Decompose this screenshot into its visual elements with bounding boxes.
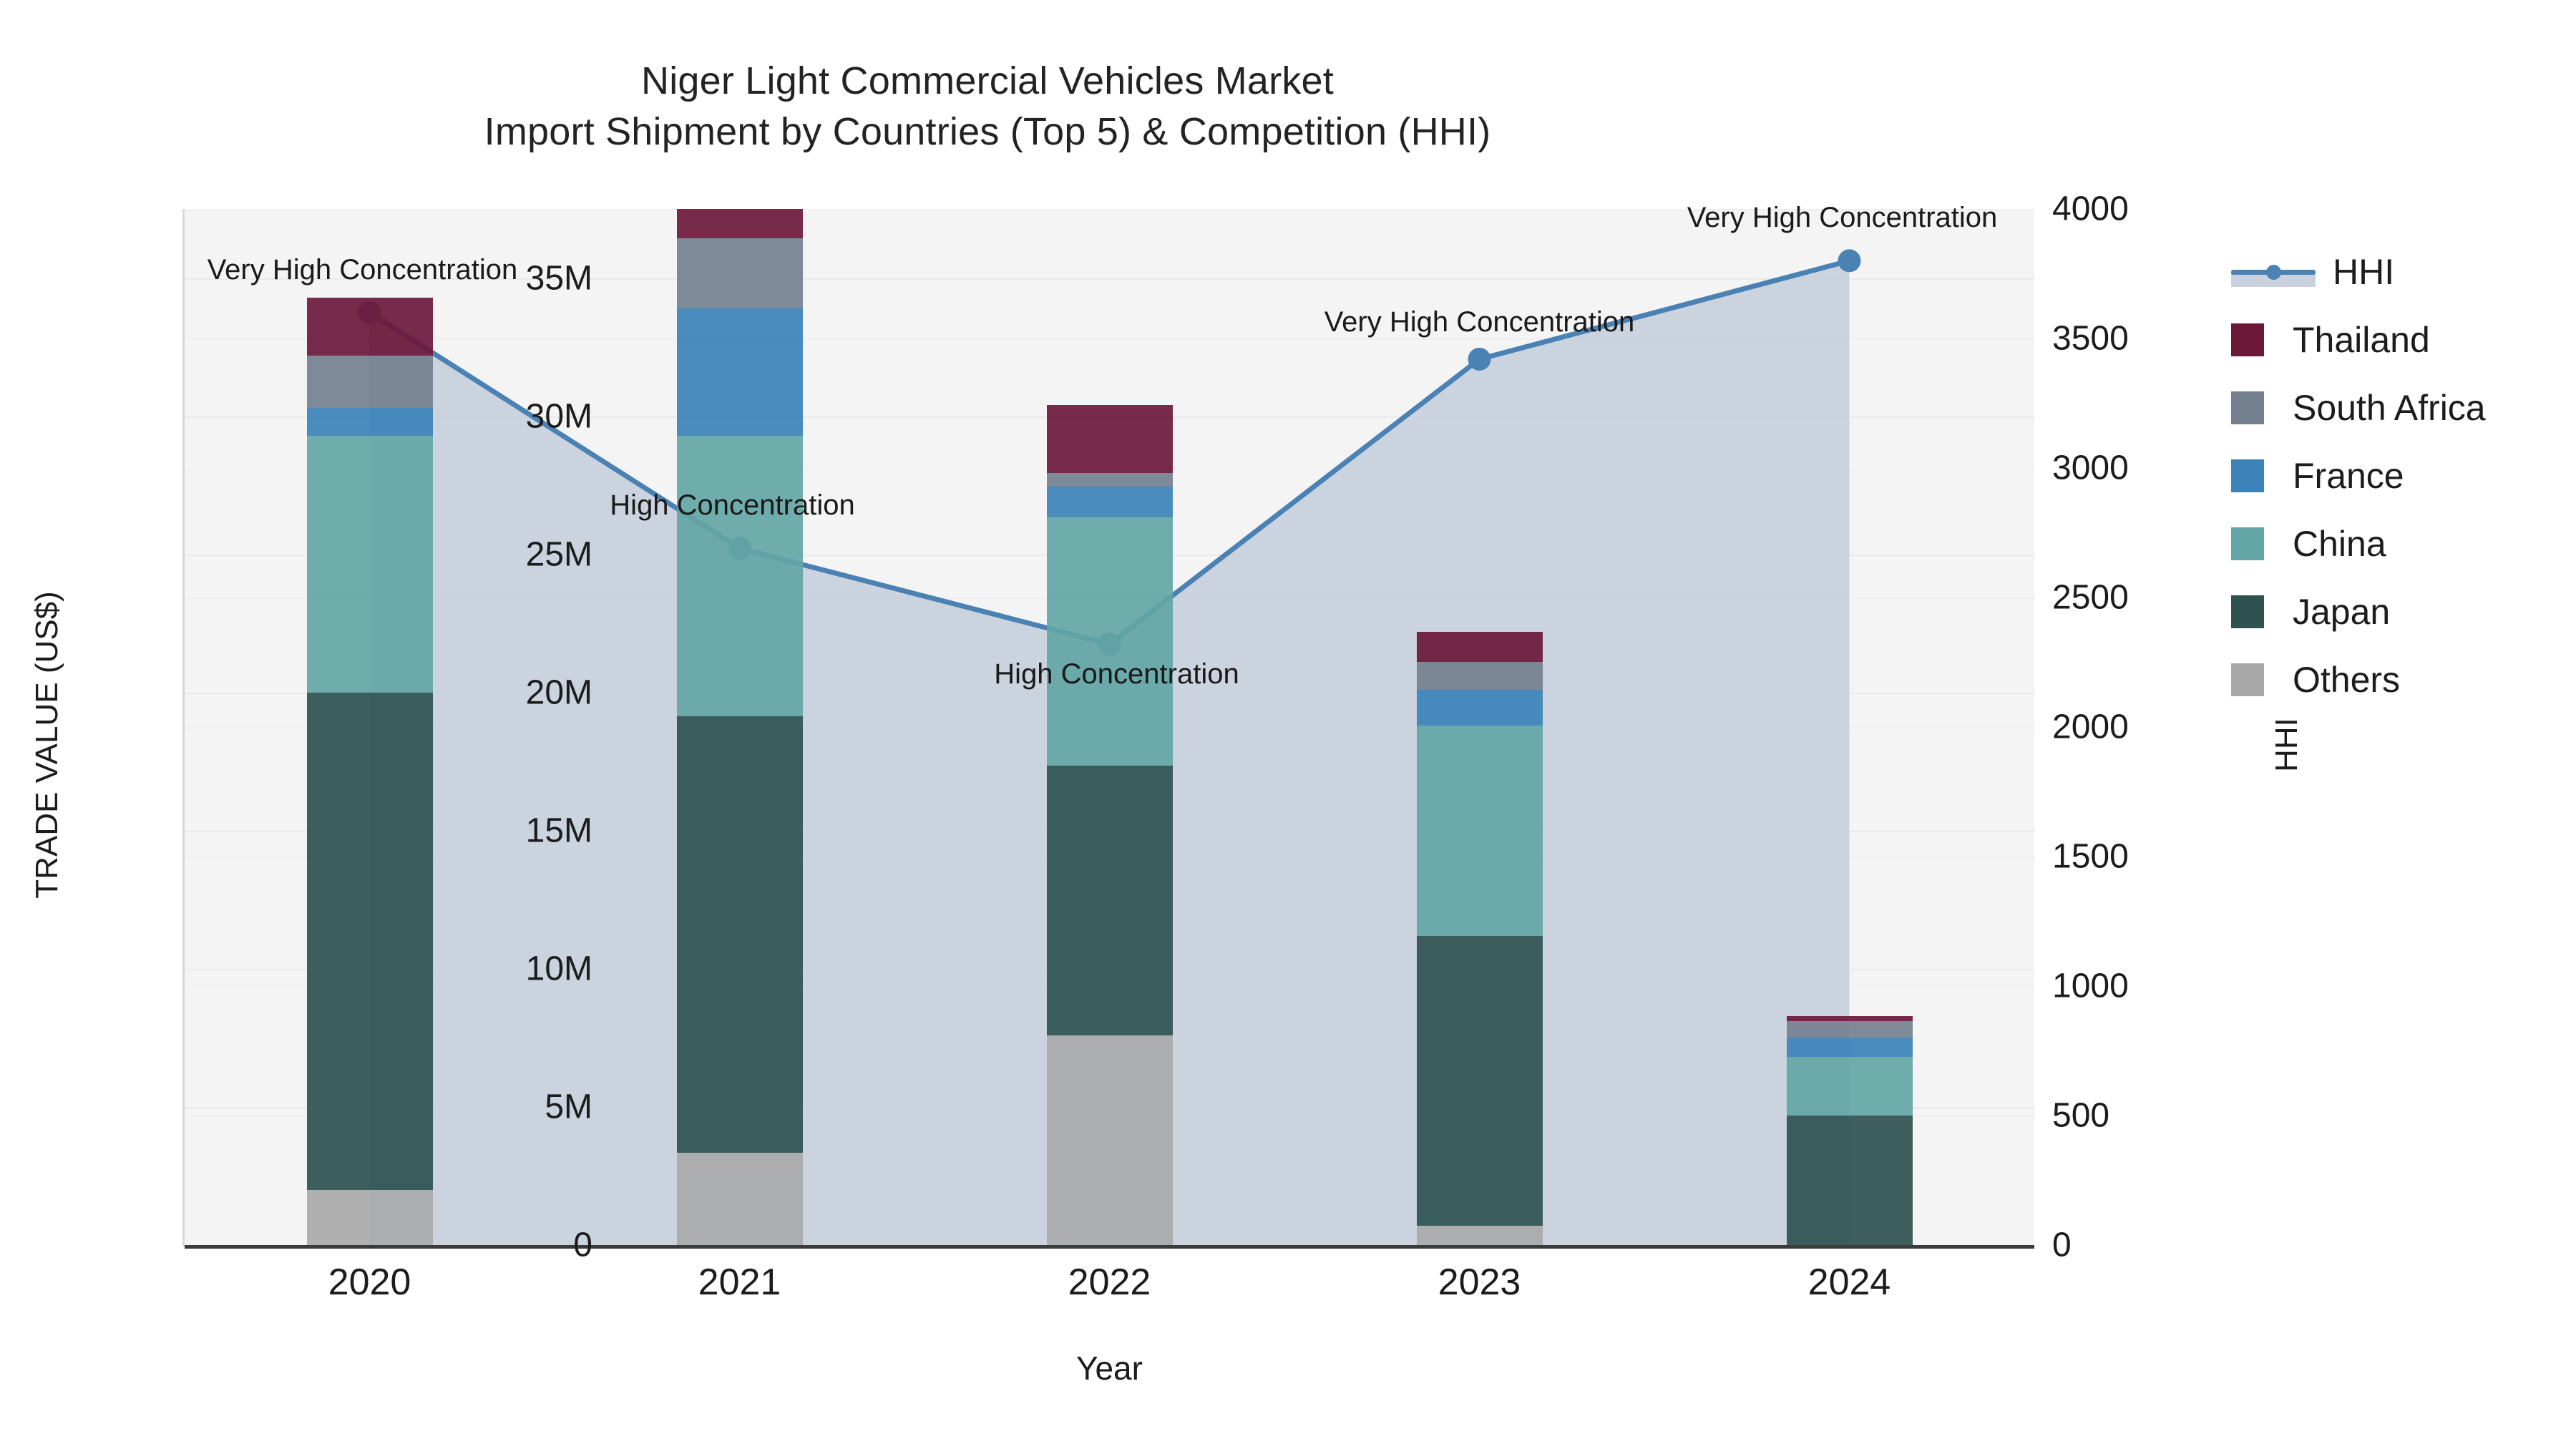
bar-segment-japan[interactable]	[306, 692, 433, 1190]
bar-segment-thailand[interactable]	[1046, 405, 1173, 473]
y-axis-right-tick: 1500	[2052, 837, 2129, 876]
legend-label: HHI	[2333, 251, 2395, 292]
legend-label: South Africa	[2293, 387, 2486, 428]
hhi-annotation: High Concentration	[994, 658, 1239, 691]
bar-segment-france[interactable]	[1046, 487, 1173, 517]
legend-line-key-icon	[2231, 255, 2316, 288]
bar-segment-japan[interactable]	[676, 716, 803, 1153]
hhi-annotation: Very High Concentration	[207, 253, 518, 286]
hhi-annotation: Very High Concentration	[1687, 202, 1998, 234]
bar-segment-south-africa[interactable]	[1046, 472, 1173, 487]
chart-title-line-2: Import Shipment by Countries (Top 5) & C…	[484, 110, 1491, 154]
legend-label: China	[2293, 523, 2386, 564]
legend-swatch-icon	[2231, 391, 2264, 424]
legend-item-france[interactable]: France	[2231, 441, 2486, 509]
gridline-secondary	[185, 209, 2034, 210]
bar-segment-france[interactable]	[306, 408, 433, 436]
legend-label: Others	[2293, 659, 2401, 700]
hhi-marker[interactable]	[1468, 347, 1491, 371]
hhi-annotation: High Concentration	[610, 489, 855, 522]
bar-segment-thailand[interactable]	[676, 209, 803, 238]
y-axis-right-tick: 3000	[2052, 449, 2129, 487]
legend-item-china[interactable]: China	[2231, 509, 2486, 577]
bar-segment-france[interactable]	[1786, 1038, 1913, 1058]
bar-segment-south-africa[interactable]	[1416, 662, 1543, 690]
x-axis-spine	[185, 1245, 2034, 1249]
y-axis-right-tick: 4000	[2052, 190, 2129, 228]
legend-item-hhi[interactable]: HHI	[2231, 238, 2486, 306]
bar-segment-thailand[interactable]	[1786, 1015, 1913, 1022]
bar-segment-china[interactable]	[1786, 1057, 1913, 1116]
bar-segment-south-africa[interactable]	[1786, 1021, 1913, 1038]
legend-swatch-icon	[2231, 459, 2264, 492]
y-axis-left-tick: 10M	[525, 950, 592, 988]
y-axis-right-tick: 3500	[2052, 319, 2129, 358]
bar-segment-thailand[interactable]	[306, 297, 433, 356]
y-axis-left-tick: 5M	[545, 1088, 592, 1126]
plot-inner	[185, 209, 2034, 1245]
legend-swatch-icon	[2231, 663, 2264, 696]
legend-swatch-icon	[2231, 527, 2264, 560]
bar-segment-china[interactable]	[676, 435, 803, 716]
bar-segment-others[interactable]	[1416, 1225, 1543, 1245]
bar-segment-south-africa[interactable]	[306, 355, 433, 409]
bar-segment-japan[interactable]	[1786, 1115, 1913, 1245]
bar-segment-japan[interactable]	[1416, 935, 1543, 1226]
y-axis-left-tick: 35M	[525, 259, 592, 298]
gridline	[185, 278, 2034, 280]
gridline-secondary	[185, 338, 2034, 340]
x-axis-tick: 2023	[1438, 1262, 1521, 1303]
x-axis-label: Year	[1076, 1350, 1143, 1387]
hhi-marker[interactable]	[1838, 249, 1861, 273]
x-axis-tick: 2020	[328, 1262, 411, 1303]
legend-item-japan[interactable]: Japan	[2231, 577, 2486, 645]
legend-item-others[interactable]: Others	[2231, 645, 2486, 713]
bar-segment-south-africa[interactable]	[676, 238, 803, 309]
bar-segment-china[interactable]	[1046, 517, 1173, 766]
bar-segment-china[interactable]	[1416, 726, 1543, 936]
bar-segment-japan[interactable]	[1046, 766, 1173, 1035]
y-axis-left-spine	[182, 209, 185, 1246]
legend-swatch-icon	[2231, 323, 2264, 356]
bar-segment-others[interactable]	[306, 1189, 433, 1245]
y-axis-right-tick: 500	[2052, 1096, 2110, 1135]
y-axis-left-tick: 15M	[525, 811, 592, 850]
legend: HHI Thailand South Africa France China Japan O…	[2231, 238, 2486, 713]
y-axis-left-tick: 25M	[525, 535, 592, 574]
plot-area	[185, 209, 2034, 1245]
y-axis-right-tick: 1000	[2052, 967, 2129, 1005]
y-axis-right-tick: 2000	[2052, 708, 2129, 746]
x-axis-tick: 2024	[1807, 1262, 1891, 1303]
bar-segment-others[interactable]	[1046, 1035, 1173, 1245]
y-axis-left-label: TRADE VALUE (US$)	[29, 591, 64, 899]
bar-segment-others[interactable]	[676, 1152, 803, 1245]
bar-segment-china[interactable]	[306, 435, 433, 693]
y-axis-left-tick: 30M	[525, 397, 592, 436]
x-axis-tick: 2021	[698, 1262, 781, 1303]
legend-label: Thailand	[2293, 319, 2430, 360]
y-axis-left-tick: 20M	[525, 673, 592, 712]
legend-item-south-africa[interactable]: South Africa	[2231, 374, 2486, 441]
y-axis-right-tick: 2500	[2052, 578, 2129, 617]
y-axis-right-tick: 0	[2052, 1226, 2072, 1264]
x-axis-tick: 2022	[1068, 1262, 1151, 1303]
y-axis-left-tick: 0	[573, 1226, 592, 1264]
bar-segment-thailand[interactable]	[1416, 631, 1543, 663]
chart-title: Niger Light Commercial Vehicles Market I…	[0, 56, 1975, 158]
bar-segment-france[interactable]	[676, 308, 803, 436]
bar-segment-france[interactable]	[1416, 689, 1543, 726]
legend-label: France	[2293, 455, 2404, 496]
hhi-annotation: Very High Concentration	[1324, 306, 1635, 338]
legend-label: Japan	[2293, 591, 2391, 632]
chart-title-line-1: Niger Light Commercial Vehicles Market	[641, 59, 1334, 102]
legend-swatch-icon	[2231, 595, 2264, 628]
legend-item-thailand[interactable]: Thailand	[2231, 306, 2486, 374]
